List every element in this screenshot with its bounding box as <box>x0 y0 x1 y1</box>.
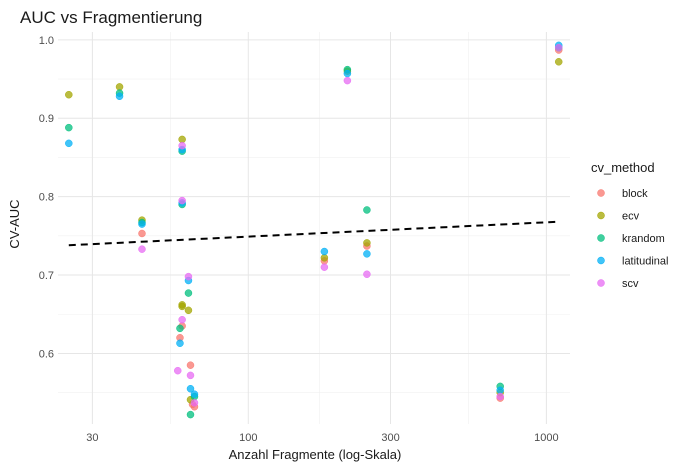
data-point-scv <box>174 366 182 375</box>
data-point-latitudinal <box>115 92 124 101</box>
y-tick-label: 0.9 <box>39 113 54 125</box>
x-tick-label: 100 <box>239 432 257 444</box>
legend-items: block ecv krandom latitudinal scv <box>597 188 668 290</box>
data-point-ecv <box>554 58 563 66</box>
data-point-scv <box>363 270 371 279</box>
data-point-scv <box>178 141 186 150</box>
data-point-latitudinal <box>320 247 329 256</box>
data-point-latitudinal <box>363 250 371 258</box>
chart-title: AUC vs Fragmentierung <box>20 8 202 27</box>
trend-layer <box>68 220 559 247</box>
legend-key-krandom <box>597 234 605 242</box>
data-point-latitudinal <box>186 384 195 393</box>
data-point-ecv <box>178 135 186 144</box>
data-point-latitudinal <box>138 220 146 228</box>
data-point-ecv <box>115 83 124 91</box>
data-point-scv <box>138 245 146 253</box>
legend-key-ecv <box>597 211 605 220</box>
data-point-krandom <box>176 324 184 333</box>
data-point-scv <box>343 76 352 85</box>
legend-title: cv_method <box>591 160 655 175</box>
data-point-scv <box>320 263 329 271</box>
x-tick-label: 300 <box>381 432 399 444</box>
y-tick-label: 0.7 <box>39 270 54 282</box>
legend: cv_method block ecv krandom latitudinal scv <box>591 160 668 290</box>
legend-key-latitudinal <box>597 256 605 265</box>
y-tick-labels: 0.6 0.7 0.8 0.9 1.0 <box>39 35 54 361</box>
trend-line <box>68 220 559 247</box>
data-point-scv <box>186 371 195 380</box>
data-point-scv <box>184 272 193 281</box>
data-point-scv <box>178 315 186 324</box>
x-axis-title: Anzahl Fragmente (log-Skala) <box>229 447 402 462</box>
y-tick-label: 1.0 <box>39 35 54 47</box>
grid <box>58 32 570 424</box>
data-point-ecv <box>320 254 329 262</box>
legend-label-block: block <box>622 188 648 200</box>
data-point-scv <box>178 196 186 205</box>
data-point-block <box>138 229 146 238</box>
y-axis-title: CV-AUC <box>7 199 22 248</box>
x-tick-label: 30 <box>86 432 98 444</box>
data-point-krandom <box>184 289 193 297</box>
x-tick-label: 1000 <box>534 432 558 444</box>
data-point-ecv <box>184 306 193 315</box>
y-tick-label: 0.6 <box>39 348 54 360</box>
legend-label-latitudinal: latitudinal <box>622 256 668 268</box>
data-point-latitudinal <box>496 386 504 395</box>
data-point-block <box>186 361 195 369</box>
data-point-scv <box>496 392 504 401</box>
data-point-krandom <box>363 206 371 214</box>
data-point-latitudinal <box>343 69 352 78</box>
data-point-latitudinal <box>65 139 73 148</box>
data-points <box>65 41 563 419</box>
legend-key-block <box>597 189 605 197</box>
data-point-ecv <box>363 239 371 247</box>
data-point-krandom <box>65 123 73 132</box>
data-point-latitudinal <box>190 390 199 398</box>
legend-label-krandom: krandom <box>622 233 665 245</box>
data-point-ecv <box>178 301 186 309</box>
data-point-ecv <box>65 90 73 99</box>
data-point-latitudinal <box>176 339 184 347</box>
legend-label-ecv: ecv <box>622 211 640 223</box>
data-point-krandom <box>186 410 195 419</box>
legend-label-scv: scv <box>622 278 639 290</box>
data-point-scv <box>554 43 563 52</box>
y-tick-label: 0.8 <box>39 192 54 204</box>
x-tick-labels: 30 100 300 1000 <box>86 432 558 444</box>
data-point-scv <box>190 399 199 407</box>
legend-key-scv <box>597 279 605 287</box>
